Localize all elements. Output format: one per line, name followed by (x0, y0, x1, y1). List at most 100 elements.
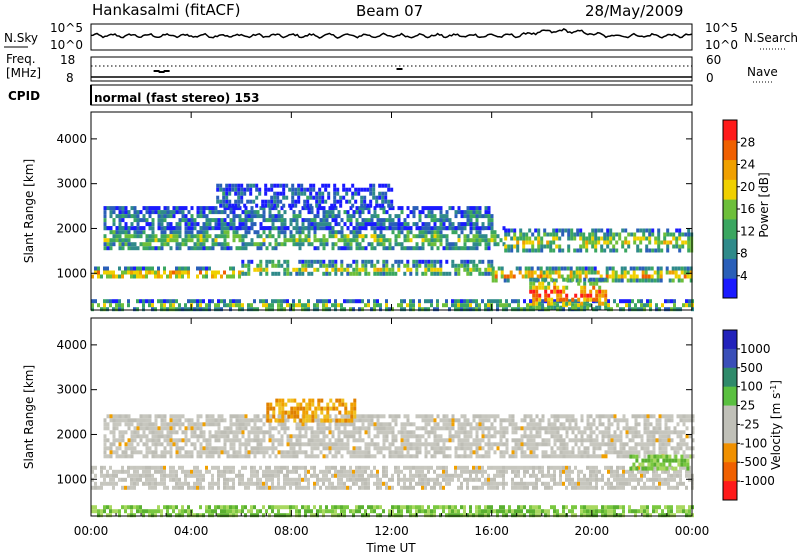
power-cell (643, 303, 646, 308)
power-cell (279, 199, 283, 204)
power-cell (205, 303, 208, 308)
power-cell (387, 199, 391, 204)
velocity-cell (196, 465, 199, 470)
power-cell (241, 226, 245, 231)
velocity-cell (598, 477, 601, 482)
power-cell (304, 303, 307, 308)
velocity-cell (298, 430, 302, 435)
power-cell (511, 299, 514, 304)
power-cell (280, 222, 284, 227)
power-cell (576, 248, 580, 253)
power-cell (277, 218, 281, 223)
velocity-cell (385, 469, 388, 474)
power-cell (418, 230, 422, 235)
power-cell (547, 285, 551, 290)
velocity-cell (286, 477, 289, 482)
velocity-cell (307, 454, 311, 459)
power-cell (271, 222, 275, 227)
power-cell (475, 222, 479, 227)
power-cell (649, 307, 652, 312)
power-cell (312, 195, 316, 200)
power-cell (594, 236, 598, 241)
velocity-cell (385, 481, 388, 486)
power-cell (259, 267, 263, 272)
power-cell (346, 214, 350, 219)
velocity-cell (397, 430, 401, 435)
velocity-cell (532, 481, 535, 486)
power-cell (289, 238, 293, 243)
velocity-cell (181, 414, 185, 419)
power-cell (270, 199, 274, 204)
velocity-cell (259, 418, 263, 423)
power-cell (508, 303, 511, 308)
velocity-cell (127, 414, 131, 419)
power-cell (331, 242, 335, 247)
velocity-cell (244, 438, 248, 443)
power-cell (121, 206, 125, 211)
velocity-cell (340, 414, 344, 419)
power-cell (623, 274, 627, 279)
power-cell (496, 303, 499, 308)
power-cell (421, 226, 425, 231)
velocity-cell (253, 414, 257, 419)
velocity-cell (424, 485, 427, 490)
power-cell (409, 246, 413, 251)
power-cell (424, 307, 427, 312)
power-cell (160, 299, 163, 304)
velocity-cell (415, 442, 419, 447)
power-cell (217, 222, 221, 227)
power-cell (346, 267, 350, 272)
velocity-cell (424, 450, 428, 455)
velocity-cell (529, 481, 532, 486)
power-cell (430, 246, 434, 251)
power-cell (124, 222, 128, 227)
velocity-cell (229, 454, 233, 459)
power-cell (475, 206, 479, 211)
velocity-cell (148, 418, 152, 423)
velocity-cell (433, 430, 437, 435)
power-cell (544, 293, 548, 298)
velocity-cell (235, 426, 239, 431)
velocity-cell (322, 473, 325, 478)
velocity-cell (361, 418, 365, 423)
station-title: Hankasalmi (fitACF) (92, 1, 240, 19)
velocity-cell (403, 446, 407, 451)
velocity-cell (418, 505, 421, 510)
power-cell (484, 210, 488, 215)
power-cell (543, 228, 547, 233)
power-cell (172, 226, 176, 231)
velocity-cell (487, 450, 491, 455)
velocity-cell (94, 485, 97, 490)
power-cell (469, 226, 473, 231)
power-cell (547, 305, 551, 310)
power-cell (225, 195, 229, 200)
velocity-cell (103, 454, 107, 459)
power-cell (124, 238, 128, 243)
power-cell (448, 218, 452, 223)
power-cell (651, 232, 655, 237)
power-cell (118, 238, 122, 243)
power-cell (645, 228, 649, 233)
velocity-cell (256, 414, 260, 419)
velocity-cell (205, 454, 209, 459)
power-cell (679, 307, 682, 312)
velocity-cell (505, 418, 509, 423)
velocity-cell (613, 477, 616, 482)
velocity-cell (298, 465, 301, 470)
power-cell (626, 270, 630, 275)
velocity-cell (91, 477, 94, 482)
velocity-cell (295, 450, 299, 455)
velocity-cell (160, 509, 163, 514)
power-cell (626, 278, 630, 283)
velocity-cell (238, 414, 242, 419)
power-cell (241, 234, 245, 239)
power-cell (280, 263, 284, 268)
power-cell (445, 271, 449, 276)
velocity-cell (670, 509, 673, 514)
velocity-cell (514, 513, 517, 518)
power-cell (688, 303, 691, 308)
velocity-cell (661, 469, 664, 474)
velocity-cell (172, 426, 176, 431)
power-cell (226, 214, 230, 219)
power-cell (196, 299, 199, 304)
